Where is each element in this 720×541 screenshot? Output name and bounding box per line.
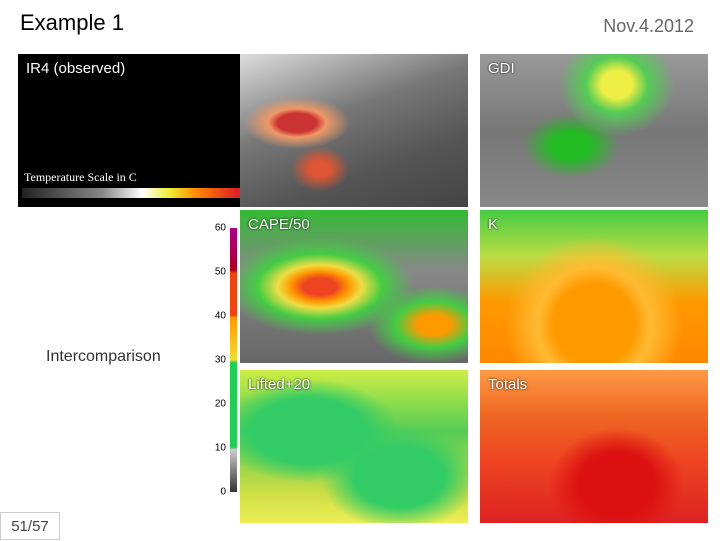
k-image: K — [480, 210, 708, 363]
panel-label: Lifted+20 — [248, 376, 311, 393]
slide-date: Nov.4.2012 — [603, 16, 694, 36]
panel-label: K — [488, 216, 499, 233]
colorbar-tick-label: 40 — [214, 310, 226, 322]
panel-label: Totals — [488, 376, 528, 393]
temperature-scale — [22, 188, 290, 198]
colorbar-tick-label: 50 — [214, 266, 226, 278]
panel-label: GDI — [488, 60, 515, 77]
ir-image — [240, 54, 468, 207]
colorbar-tick-label: 30 — [214, 354, 226, 366]
cape-image: CAPE/50 — [240, 210, 468, 363]
colorbar-tick-label: 0 — [220, 486, 226, 498]
colorbar-tick-label: 60 — [214, 222, 226, 234]
panel-label: CAPE/50 — [248, 216, 310, 233]
slide-title: Example 1 — [20, 10, 124, 35]
lifted-image: Lifted+20 — [240, 370, 468, 523]
totals-image: Totals — [480, 370, 708, 523]
page-number: 51/57 — [0, 512, 60, 540]
side-label: Intercomparison — [46, 348, 161, 365]
panel-label: IR4 (observed) — [26, 60, 126, 77]
ir-panel: IR4 (observed) — [18, 54, 240, 207]
temperature-scale-label: Temperature Scale in C — [24, 170, 137, 184]
colorbar — [230, 228, 237, 492]
colorbar-tick-label: 10 — [214, 442, 226, 454]
colorbar-tick-label: 20 — [214, 398, 226, 410]
gdi-image: GDI — [480, 54, 708, 207]
